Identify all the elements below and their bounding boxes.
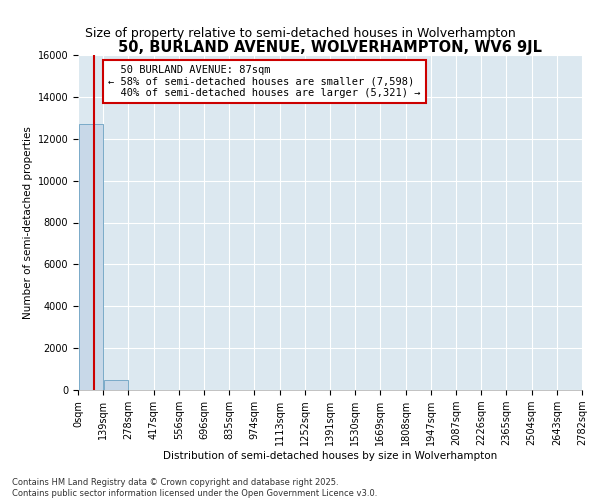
Text: Size of property relative to semi-detached houses in Wolverhampton: Size of property relative to semi-detach… bbox=[85, 28, 515, 40]
X-axis label: Distribution of semi-detached houses by size in Wolverhampton: Distribution of semi-detached houses by … bbox=[163, 451, 497, 461]
Y-axis label: Number of semi-detached properties: Number of semi-detached properties bbox=[23, 126, 34, 319]
Text: Contains HM Land Registry data © Crown copyright and database right 2025.
Contai: Contains HM Land Registry data © Crown c… bbox=[12, 478, 377, 498]
Text: 50 BURLAND AVENUE: 87sqm
← 58% of semi-detached houses are smaller (7,598)
  40%: 50 BURLAND AVENUE: 87sqm ← 58% of semi-d… bbox=[108, 65, 421, 98]
Bar bbox=[104, 380, 128, 390]
Bar bbox=[79, 124, 103, 390]
Title: 50, BURLAND AVENUE, WOLVERHAMPTON, WV6 9JL: 50, BURLAND AVENUE, WOLVERHAMPTON, WV6 9… bbox=[118, 40, 542, 55]
